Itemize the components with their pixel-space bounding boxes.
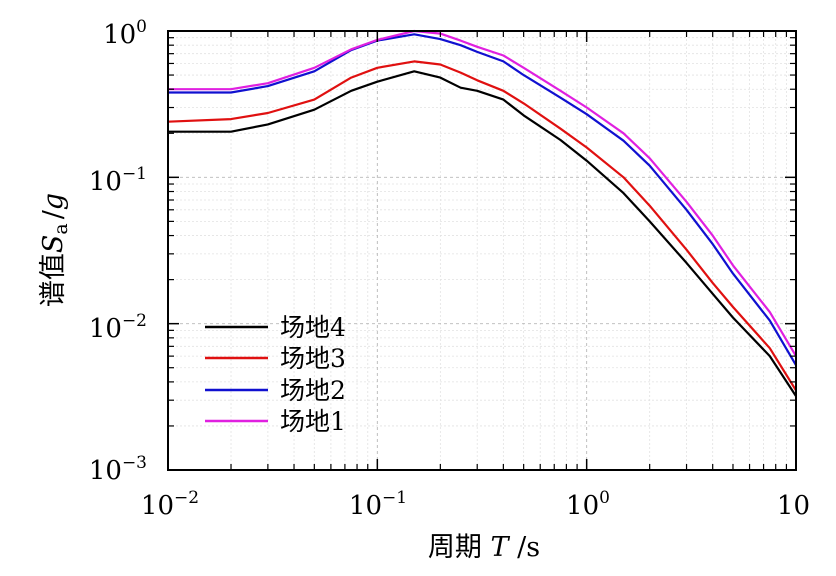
x-axis-title-unit: /s: [517, 532, 540, 563]
legend-label-3: 场地1: [280, 407, 346, 436]
y-tick-label-3: 10−3: [89, 453, 147, 486]
major-grid: [167, 30, 797, 471]
minor-grid: [168, 31, 796, 470]
series-line-1: [167, 60, 797, 391]
legend-label-0: 场地4: [280, 313, 346, 342]
x-tick-labels: 10−2 10−1 100 10: [141, 488, 810, 521]
y-axis-title-prefix: 谱值: [38, 253, 69, 307]
series-line-0: [168, 70, 797, 397]
y-tick-label-1: 10−1: [89, 164, 147, 197]
series-line-2: [168, 33, 797, 366]
x-tick-label-2: 100: [566, 488, 610, 521]
y-axis-title-subscript: a: [50, 223, 72, 234]
series-layer: [167, 29, 797, 397]
x-tick-label-3: 10: [777, 491, 810, 521]
series-line-3: [168, 29, 797, 357]
y-axis-title-divider: /: [38, 209, 69, 219]
x-tick-label-0: 10−2: [141, 488, 199, 521]
x-axis-title: 周期 T /s: [428, 532, 540, 563]
y-tick-label-0: 100: [103, 17, 147, 50]
y-tick-label-2: 10−2: [89, 311, 147, 344]
x-axis-title-prefix: 周期: [428, 532, 482, 563]
plot-frame: [167, 30, 797, 471]
x-axis-title-symbol: T: [491, 532, 511, 563]
x-tick-label-1: 10−1: [349, 488, 407, 521]
legend-label-1: 场地3: [280, 344, 346, 373]
y-axis-title-symbol: S: [38, 235, 69, 254]
axis-ticks: [167, 30, 797, 471]
legend: 场地4 场地3 场地2 场地1: [205, 313, 346, 436]
y-axis-title: 谱值Sa /g: [38, 193, 72, 307]
y-tick-labels: 100 10−1 10−2 10−3: [89, 17, 147, 486]
y-axis-title-denominator: g: [38, 193, 69, 210]
legend-label-2: 场地2: [280, 376, 346, 405]
